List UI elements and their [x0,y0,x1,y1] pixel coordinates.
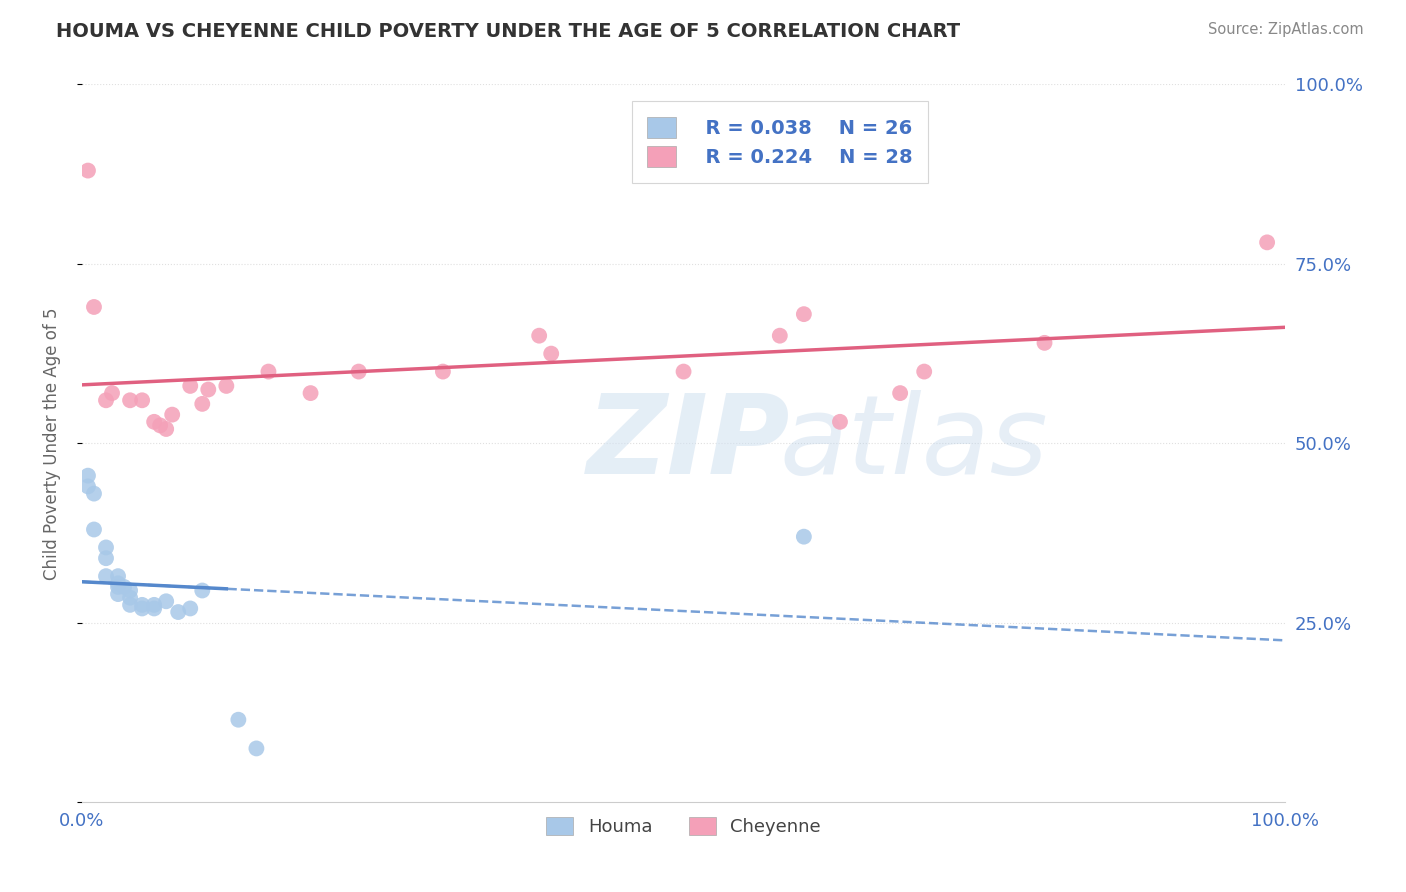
Point [94,569,117,583]
Point [197,383,219,397]
Point [120,598,142,612]
Point [131,393,153,408]
Point [131,601,153,615]
Point [120,591,142,605]
Point [94,551,117,566]
Point [228,713,250,727]
Point [143,601,166,615]
Point [101,386,124,401]
Point [83,486,105,500]
Point [83,523,105,537]
Text: atlas: atlas [780,390,1049,497]
Point [94,393,117,408]
Point [107,587,129,601]
Y-axis label: Child Poverty Under the Age of 5: Child Poverty Under the Age of 5 [44,307,60,580]
Point [540,346,562,360]
Point [107,580,129,594]
Point [143,415,166,429]
Point [191,583,214,598]
Point [257,365,280,379]
Point [131,598,153,612]
Text: HOUMA VS CHEYENNE CHILD POVERTY UNDER THE AGE OF 5 CORRELATION CHART: HOUMA VS CHEYENNE CHILD POVERTY UNDER TH… [56,22,960,41]
Point [1256,235,1278,250]
Point [912,365,935,379]
Legend: Houma, Cheyenne: Houma, Cheyenne [538,810,828,844]
Point [215,379,238,393]
Point [155,422,177,436]
Point [527,328,550,343]
Point [793,307,815,321]
Point [793,530,815,544]
Point [179,379,201,393]
Point [432,365,454,379]
Point [828,415,851,429]
Point [77,479,100,493]
Point [672,365,695,379]
Point [179,601,201,615]
Point [155,594,177,608]
Point [160,408,183,422]
Point [83,300,105,314]
Point [120,393,142,408]
Text: Source: ZipAtlas.com: Source: ZipAtlas.com [1208,22,1364,37]
Point [149,418,172,433]
Point [769,328,792,343]
Text: ZIP: ZIP [588,390,790,497]
Point [120,583,142,598]
Point [1033,335,1056,350]
Point [112,580,135,594]
Point [77,163,100,178]
Point [107,569,129,583]
Point [299,386,322,401]
Point [889,386,911,401]
Point [107,576,129,591]
Point [94,541,117,555]
Point [191,397,214,411]
Point [143,598,166,612]
Point [245,741,267,756]
Point [77,468,100,483]
Point [347,365,370,379]
Point [167,605,190,619]
